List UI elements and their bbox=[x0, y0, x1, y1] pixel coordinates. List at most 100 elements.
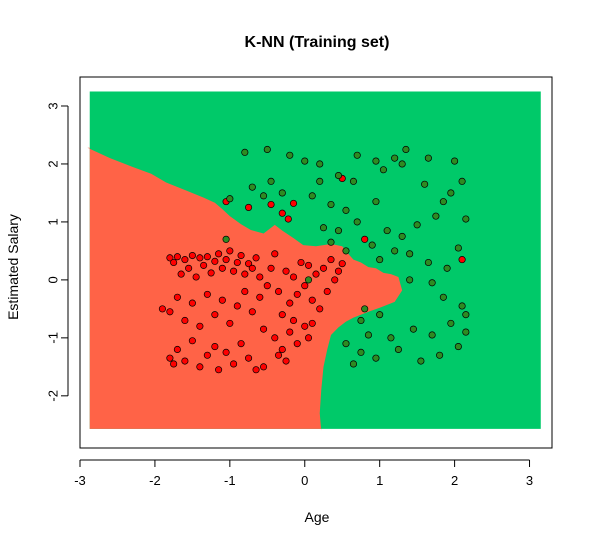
data-point-class-1 bbox=[372, 157, 380, 165]
data-point-class-0 bbox=[289, 273, 298, 281]
data-point-class-1 bbox=[372, 354, 380, 362]
data-point-class-0 bbox=[323, 287, 331, 296]
data-point-class-0 bbox=[297, 258, 305, 267]
data-point-class-0 bbox=[170, 258, 178, 267]
data-point-class-0 bbox=[271, 334, 279, 342]
data-point-class-0 bbox=[267, 200, 275, 209]
data-point-class-0 bbox=[334, 267, 343, 275]
x-tick-label: 0 bbox=[301, 473, 308, 488]
data-point-class-0 bbox=[289, 199, 298, 207]
data-point-class-1 bbox=[342, 247, 350, 255]
plot-frame bbox=[79, 76, 553, 449]
data-point-class-0 bbox=[282, 357, 290, 365]
data-point-class-1 bbox=[364, 331, 372, 339]
data-point-class-1 bbox=[443, 264, 451, 272]
data-point-class-0 bbox=[241, 287, 249, 296]
data-point-class-0 bbox=[237, 340, 245, 348]
data-point-class-1 bbox=[361, 305, 369, 313]
data-point-class-0 bbox=[181, 357, 189, 365]
data-point-class-0 bbox=[196, 322, 204, 330]
data-point-class-1 bbox=[316, 160, 324, 168]
y-axis-label: Estimated Salary bbox=[5, 214, 21, 320]
data-point-class-0 bbox=[312, 270, 320, 278]
data-point-class-0 bbox=[286, 328, 294, 336]
data-point-class-1 bbox=[342, 340, 350, 348]
data-point-class-0 bbox=[177, 270, 185, 278]
data-point-class-1 bbox=[304, 276, 313, 284]
data-point-class-0 bbox=[278, 311, 286, 319]
data-point-class-0 bbox=[245, 260, 253, 268]
data-point-class-0 bbox=[278, 209, 286, 217]
data-point-class-0 bbox=[166, 254, 174, 262]
data-point-class-0 bbox=[327, 256, 335, 264]
data-point-class-0 bbox=[215, 250, 223, 258]
data-point-class-0 bbox=[218, 296, 226, 304]
data-point-class-0 bbox=[203, 290, 211, 298]
data-point-class-0 bbox=[188, 251, 196, 260]
data-point-class-1 bbox=[334, 227, 343, 235]
data-point-class-1 bbox=[436, 351, 444, 359]
data-point-class-0 bbox=[200, 261, 208, 269]
data-point-class-0 bbox=[166, 354, 174, 362]
x-axis-label: Age bbox=[305, 509, 330, 525]
data-point-class-0 bbox=[173, 253, 181, 261]
data-point-class-1 bbox=[308, 192, 316, 200]
data-point-class-1 bbox=[447, 319, 455, 327]
data-point-class-0 bbox=[252, 366, 260, 374]
data-point-class-0 bbox=[274, 351, 283, 359]
data-point-class-1 bbox=[349, 360, 358, 368]
data-point-class-1 bbox=[424, 154, 432, 162]
data-point-class-1 bbox=[379, 166, 387, 174]
y-tick-label: 0 bbox=[45, 276, 60, 283]
data-point-class-0 bbox=[237, 251, 245, 260]
data-point-class-1 bbox=[402, 145, 410, 154]
training-points-layer bbox=[158, 145, 470, 374]
data-point-class-1 bbox=[454, 343, 462, 351]
data-point-class-0 bbox=[203, 351, 211, 359]
y-tick-label: 3 bbox=[45, 102, 60, 109]
data-point-class-0 bbox=[245, 203, 253, 211]
data-point-class-1 bbox=[260, 192, 268, 200]
data-point-class-1 bbox=[349, 177, 358, 185]
data-point-class-0 bbox=[188, 337, 196, 345]
data-point-class-1 bbox=[263, 145, 271, 154]
data-point-class-0 bbox=[308, 319, 316, 327]
data-point-class-1 bbox=[451, 157, 459, 165]
data-point-class-1 bbox=[334, 171, 343, 180]
data-point-class-0 bbox=[185, 264, 193, 272]
data-point-class-0 bbox=[284, 215, 292, 223]
data-point-class-0 bbox=[308, 296, 316, 304]
data-point-class-0 bbox=[233, 302, 241, 310]
data-point-class-1 bbox=[439, 293, 447, 301]
data-point-class-1 bbox=[278, 189, 286, 197]
data-point-class-0 bbox=[293, 290, 301, 298]
data-point-class-0 bbox=[458, 256, 466, 264]
data-point-class-0 bbox=[173, 293, 181, 301]
y-axis: -2 -1 0 1 2 3 bbox=[45, 102, 69, 402]
x-tick-label: 3 bbox=[526, 473, 533, 488]
data-point-class-0 bbox=[252, 254, 260, 262]
data-point-class-0 bbox=[245, 354, 253, 362]
data-point-class-1 bbox=[406, 250, 414, 258]
data-point-class-0 bbox=[226, 319, 234, 327]
data-point-class-0 bbox=[158, 305, 166, 313]
data-point-class-1 bbox=[447, 189, 455, 197]
data-point-class-0 bbox=[173, 345, 181, 354]
data-point-class-0 bbox=[248, 264, 256, 272]
data-point-class-1 bbox=[394, 345, 402, 354]
data-point-class-0 bbox=[338, 260, 346, 268]
data-point-class-0 bbox=[304, 334, 313, 342]
data-point-class-1 bbox=[462, 311, 470, 319]
data-point-class-0 bbox=[222, 348, 230, 356]
chart-title: K-NN (Training set) bbox=[245, 34, 390, 51]
data-point-class-1 bbox=[353, 151, 361, 159]
data-point-class-0 bbox=[248, 308, 256, 316]
data-point-class-1 bbox=[327, 200, 335, 209]
data-point-class-1 bbox=[458, 177, 466, 185]
data-point-class-0 bbox=[286, 299, 294, 307]
data-point-class-0 bbox=[278, 345, 286, 354]
data-point-class-1 bbox=[286, 151, 294, 159]
data-point-class-0 bbox=[263, 282, 271, 290]
y-tick-label: -1 bbox=[45, 332, 60, 344]
